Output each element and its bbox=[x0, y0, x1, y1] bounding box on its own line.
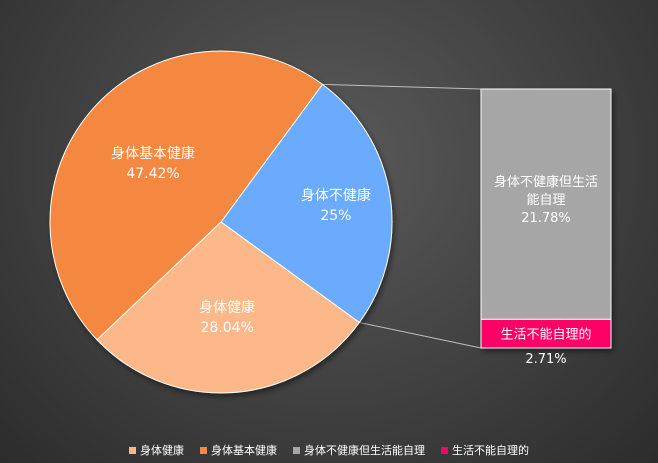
bar-segment-label-1: 生活不能自理的 bbox=[500, 327, 591, 343]
bar-segment-value-0: 21.78% bbox=[521, 211, 571, 226]
connector-line-top bbox=[322, 83, 482, 90]
legend-label-2: 身体不健康但生活能自理 bbox=[304, 444, 425, 457]
pie-slice-2 bbox=[49, 50, 324, 341]
pie-slice-value-1: 28.04% bbox=[200, 320, 253, 336]
pie-slice-1 bbox=[96, 221, 361, 394]
bar-segment-label-0-line-0: 身体不健康但生活 bbox=[494, 174, 598, 190]
legend-item-2: 身体不健康但生活能自理 bbox=[293, 442, 425, 458]
legend-item-1: 身体基本健康 bbox=[200, 442, 277, 458]
pie-slice-value-2: 47.42% bbox=[126, 166, 179, 182]
bar-segment-1 bbox=[480, 318, 612, 349]
legend-label-3: 生活不能自理的 bbox=[452, 444, 529, 457]
legend-label-0: 身体健康 bbox=[140, 444, 184, 457]
legend-item-0: 身体健康 bbox=[129, 442, 184, 458]
legend-swatch-2 bbox=[293, 446, 300, 454]
legend-item-3: 生活不能自理的 bbox=[441, 442, 529, 458]
pie-slice-label-2: 身体基本健康 bbox=[111, 145, 195, 162]
legend-label-1: 身体基本健康 bbox=[211, 444, 277, 457]
legend-swatch-3 bbox=[441, 446, 448, 454]
legend: 身体健康 身体基本健康 身体不健康但生活能自理 生活不能自理的 bbox=[0, 441, 658, 459]
pie-slice-label-1: 身体健康 bbox=[199, 299, 255, 316]
connector-line-bottom bbox=[359, 321, 482, 349]
pie-slice-0 bbox=[220, 83, 393, 324]
legend-swatch-1 bbox=[200, 446, 207, 454]
pie-slice-label-0: 身体不健康 bbox=[301, 187, 371, 204]
bar-segment-label-0-line-1: 能自理 bbox=[526, 193, 565, 208]
bar-segment-0 bbox=[480, 88, 612, 320]
bar-segment-value-1: 2.71% bbox=[525, 352, 566, 367]
legend-swatch-0 bbox=[129, 446, 136, 454]
pie-slice-value-0: 25% bbox=[320, 208, 351, 224]
